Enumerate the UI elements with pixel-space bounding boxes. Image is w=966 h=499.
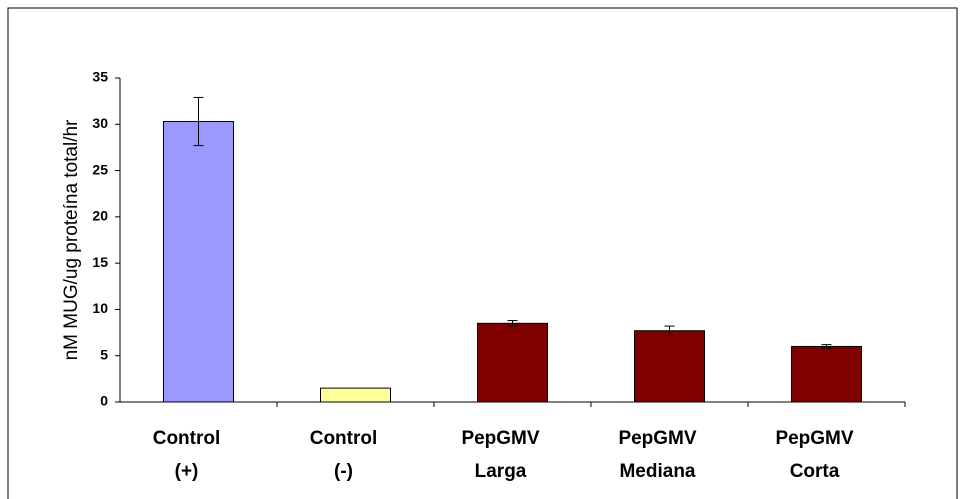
x-tick-label: (-) bbox=[334, 461, 353, 482]
x-tick-label: (+) bbox=[175, 461, 199, 482]
y-tick-label: 15 bbox=[92, 254, 108, 270]
x-tick-label: Larga bbox=[475, 461, 527, 482]
bar bbox=[791, 345, 862, 403]
y-tick-label: 35 bbox=[92, 69, 108, 85]
x-tick-label: Control bbox=[310, 428, 378, 449]
bar bbox=[320, 387, 391, 403]
x-tick-label: Mediana bbox=[619, 461, 695, 482]
y-tick-label: 25 bbox=[92, 161, 108, 177]
bar bbox=[477, 322, 548, 403]
x-tick-label: Control bbox=[153, 428, 221, 449]
y-tick-label: 5 bbox=[100, 346, 108, 362]
y-tick-label: 0 bbox=[100, 393, 108, 409]
y-axis-label: nM MUG/ug proteína total/hr bbox=[61, 119, 82, 360]
y-tick-label: 10 bbox=[92, 300, 108, 316]
bar bbox=[634, 330, 705, 403]
bar bbox=[163, 121, 234, 403]
x-tick-label: PepGMV bbox=[618, 428, 696, 449]
frame bbox=[7, 7, 958, 499]
y-tick-label: 30 bbox=[92, 115, 108, 131]
y-tick-label: 20 bbox=[92, 208, 108, 224]
x-tick-label: PepGMV bbox=[461, 428, 539, 449]
x-tick-label: Corta bbox=[790, 461, 840, 482]
x-tick-label: PepGMV bbox=[775, 428, 853, 449]
